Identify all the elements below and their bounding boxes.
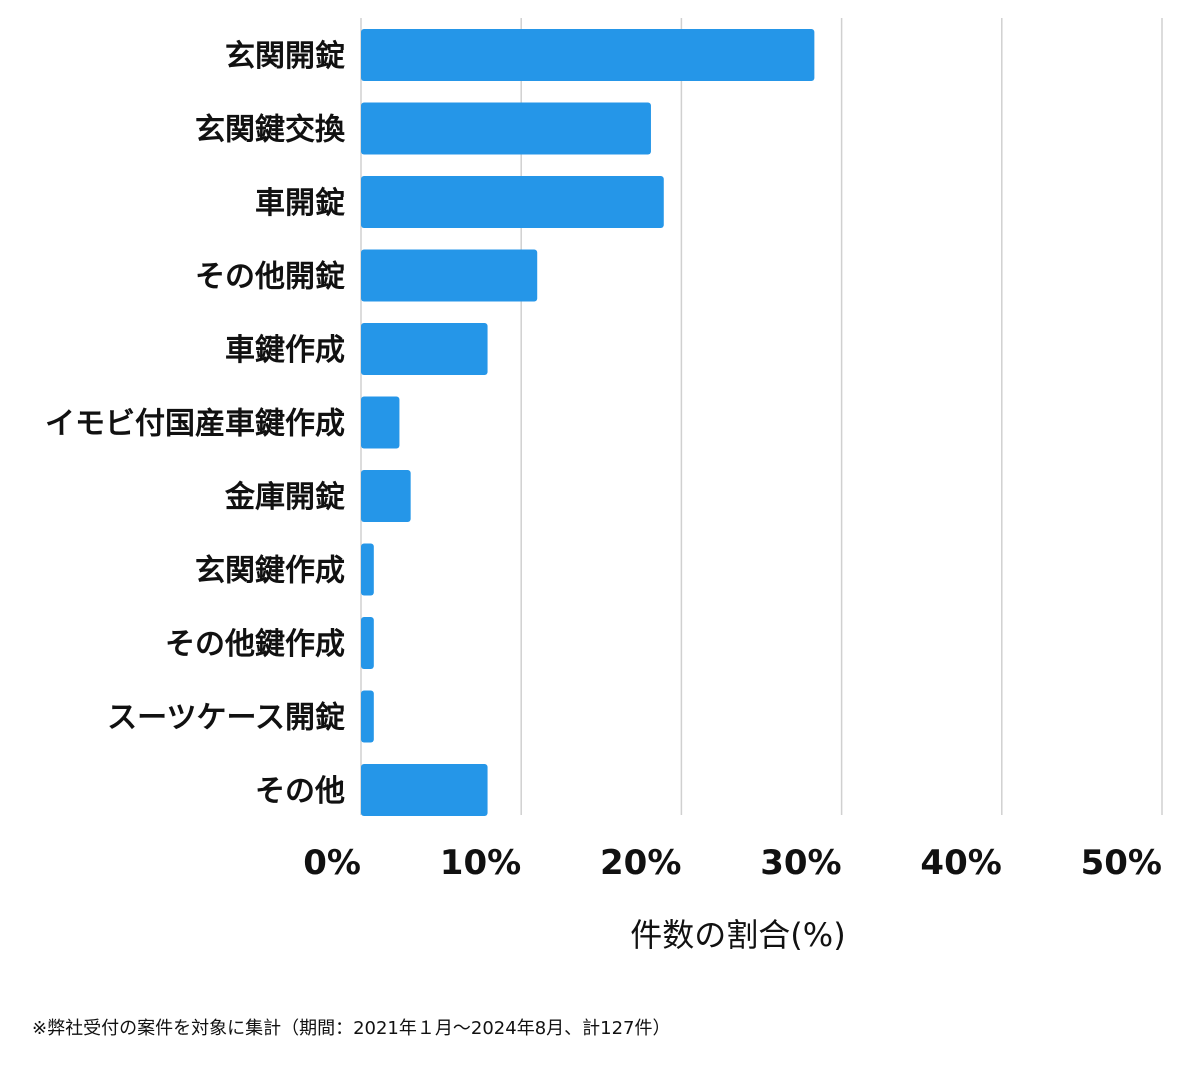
x-tick-label: 30% xyxy=(760,843,841,883)
category-label: スーツケース開錠 xyxy=(107,701,345,736)
x-tick-label: 50% xyxy=(1081,843,1162,883)
category-label: その他鍵作成 xyxy=(165,627,345,662)
bar xyxy=(361,617,374,669)
category-label: その他開錠 xyxy=(195,260,345,295)
x-tick-label: 20% xyxy=(600,843,681,883)
category-label: 車開錠 xyxy=(255,186,345,221)
category-label: 玄関鍵交換 xyxy=(195,113,346,148)
bar xyxy=(361,543,374,596)
bar xyxy=(361,470,411,522)
x-tick-label: 10% xyxy=(440,843,521,883)
category-label: 金庫開錠 xyxy=(224,480,345,515)
x-tick-labels: 0% 10% 20% 30% 40% 50% xyxy=(303,843,1162,883)
x-tick-label: 0% xyxy=(303,843,361,883)
x-axis-title: 件数の割合(%) xyxy=(630,916,845,954)
bar xyxy=(361,102,651,155)
category-label: イモビ付国産車鍵作成 xyxy=(45,407,345,442)
bar xyxy=(361,29,815,81)
bar xyxy=(361,176,664,228)
bar xyxy=(361,690,374,743)
x-tick-label: 40% xyxy=(920,843,1001,883)
bar xyxy=(361,249,538,302)
bar xyxy=(361,764,488,816)
footnote: ※弊社受付の案件を対象に集計（期間：2021年１月〜2024年8月、計127件） xyxy=(32,1018,671,1039)
category-label: 玄関鍵作成 xyxy=(195,554,345,589)
category-label: その他 xyxy=(255,774,345,809)
bars xyxy=(361,29,815,816)
category-labels: 玄関開錠玄関鍵交換車開錠その他開錠車鍵作成イモビ付国産車鍵作成金庫開錠玄関鍵作成… xyxy=(45,39,346,809)
category-label: 車鍵作成 xyxy=(225,333,345,368)
category-label: 玄関開錠 xyxy=(225,39,345,74)
bar xyxy=(361,396,400,449)
bar xyxy=(361,323,488,375)
